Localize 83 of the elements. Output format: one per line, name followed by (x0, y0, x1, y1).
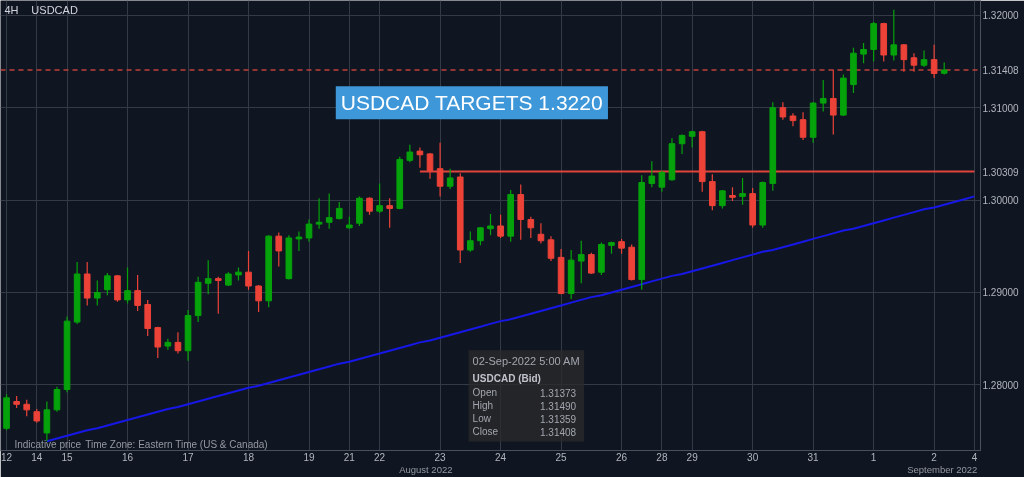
candlestick (204, 259, 212, 295)
text: USDCAD TARGETS 1.3220 (340, 91, 603, 115)
candlestick (527, 216, 535, 239)
candlestick (678, 133, 686, 155)
candlestick (315, 197, 323, 230)
candlestick (648, 160, 656, 188)
candlestick (104, 272, 111, 296)
y-tick-label: 1.28000 (982, 379, 1020, 391)
candlestick (860, 42, 867, 64)
text: Close 1.31408 (472, 426, 577, 438)
candlestick (446, 168, 454, 190)
x-tick-label: 2 (931, 451, 938, 463)
x-tick-label: 24 (495, 451, 507, 463)
candlestick (658, 169, 666, 193)
candlestick (930, 44, 938, 79)
candlestick (295, 230, 303, 252)
x-tick-label: 25 (555, 451, 568, 463)
x-tick-label: 29 (686, 451, 699, 463)
x-tick-label: 21 (343, 451, 356, 463)
candlestick (416, 146, 424, 169)
candlestick (577, 240, 585, 284)
candlestick (890, 9, 898, 62)
candlestick (920, 49, 928, 68)
x-tick-label: 14 (31, 451, 43, 463)
candlestick (386, 197, 393, 229)
candlestick (739, 177, 746, 206)
candlestick (245, 250, 252, 291)
candlestick (93, 279, 101, 307)
candlestick (164, 338, 172, 351)
x-tick-label: 15 (61, 451, 74, 463)
x-tick-label: 17 (182, 451, 195, 463)
candlestick (43, 400, 51, 442)
annotation: Time Zone: Eastern Time (US & Canada) (85, 439, 268, 451)
annotation: USDCAD (Bid) (472, 373, 541, 385)
candlestick (547, 235, 555, 262)
candlestick (910, 52, 918, 73)
x-tick-label: 26 (616, 451, 628, 463)
x-tick-label: 31 (807, 451, 820, 463)
candlestick (134, 274, 141, 312)
text: August 2022 (399, 463, 453, 475)
candlestick (497, 214, 504, 239)
candlestick (275, 231, 283, 268)
ref-line-label: 1.31408 (982, 64, 1020, 76)
candlestick (124, 266, 131, 305)
candlestick (487, 213, 494, 236)
y-tick-label: 1.30000 (982, 195, 1020, 207)
candlestick (467, 230, 474, 253)
y-tick-label: 1.29000 (982, 287, 1020, 299)
candlestick (325, 193, 333, 230)
candlestick (376, 182, 383, 214)
x-tick-label: 23 (434, 451, 447, 463)
y-tick-label: 1.31000 (982, 102, 1020, 114)
annotation: 4H (4, 3, 19, 16)
candlestick (154, 326, 162, 359)
annotation: 02-Sep-2022 5:00 AM (472, 355, 580, 368)
candlestick (799, 111, 807, 141)
candlestick (214, 276, 222, 315)
x-tick-label: 16 (121, 451, 134, 463)
x-tick-label: 22 (374, 451, 386, 463)
annotation: USDCAD (31, 3, 78, 16)
x-tick-label: 19 (303, 451, 316, 463)
x-tick-label: 28 (656, 451, 668, 463)
annotation: Indicative price (14, 439, 82, 451)
x-tick-label: 4 (971, 451, 978, 463)
y-tick-label: 1.32000 (982, 10, 1020, 22)
x-tick-label: 18 (242, 451, 255, 463)
x-tick-label: 30 (747, 451, 759, 463)
candlestick (53, 386, 61, 413)
candlestick (688, 130, 696, 149)
candlestick (819, 79, 827, 112)
candlestick (174, 331, 182, 355)
text: Open 1.31373 (472, 387, 577, 399)
candlestick (255, 284, 262, 313)
candlestick (829, 69, 837, 136)
x-tick-label: 12 (0, 451, 13, 463)
text: High 1.31490 (472, 400, 577, 412)
data-label: 1.30309 (982, 166, 1020, 178)
candlestick (305, 218, 313, 243)
text: September 2022 (907, 463, 978, 475)
candlestick (900, 43, 908, 73)
x-tick-label: 1 (870, 451, 877, 463)
text: Low 1.31359 (472, 413, 577, 425)
candlestick (537, 222, 545, 245)
